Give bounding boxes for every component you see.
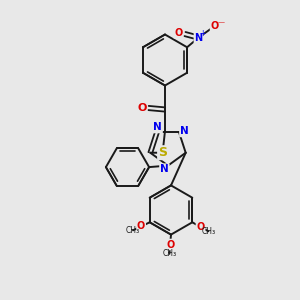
Text: N: N: [180, 126, 189, 136]
Text: +: +: [199, 29, 206, 38]
Text: S: S: [158, 146, 167, 159]
Text: O: O: [137, 221, 145, 231]
Text: CH₃: CH₃: [126, 226, 140, 235]
Text: N: N: [194, 33, 202, 43]
Text: O: O: [211, 21, 219, 31]
Text: O: O: [137, 103, 147, 113]
Text: —: —: [218, 19, 225, 25]
Text: O: O: [166, 239, 174, 250]
Text: CH₃: CH₃: [201, 227, 215, 236]
Text: CH₃: CH₃: [162, 249, 176, 258]
Text: N: N: [153, 122, 162, 133]
Text: O: O: [196, 222, 205, 232]
Text: O: O: [174, 28, 182, 38]
Text: N: N: [160, 164, 169, 174]
